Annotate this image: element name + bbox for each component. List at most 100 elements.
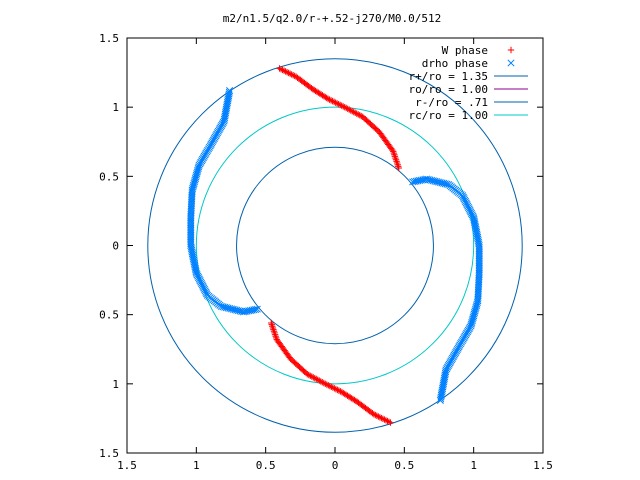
- x-tick-label: 1: [470, 459, 477, 472]
- drho-phase-point: [187, 228, 195, 236]
- drho-phase-point: [187, 233, 195, 241]
- w-phase-point: [337, 388, 344, 395]
- w-phase-point: [393, 159, 401, 167]
- x-tick-label: 0.5: [394, 459, 414, 472]
- w-phase-point: [336, 101, 344, 109]
- w-phase-point: [338, 388, 346, 396]
- drho-phase-point: [187, 226, 195, 234]
- w-phase-point: [335, 387, 343, 394]
- w-phase-point: [269, 324, 277, 332]
- w-phase-point: [313, 375, 320, 383]
- w-phase-point: [346, 106, 353, 113]
- y-tick-label: 1: [112, 378, 119, 391]
- w-phase-point: [329, 97, 336, 105]
- x-tick-label: 0: [332, 459, 339, 472]
- drho-phase-point: [475, 252, 483, 260]
- legend-marker-drho-phase: [507, 59, 515, 67]
- w-phase-point: [286, 70, 294, 77]
- w-phase-point: [279, 66, 286, 74]
- w-phase-point: [269, 323, 276, 330]
- legend-label-ro-ro-1-00: ro/ro = 1.00: [409, 83, 488, 96]
- x-tick-label: 1: [193, 459, 200, 472]
- w-phase-point: [341, 103, 348, 111]
- w-phase-point: [274, 337, 281, 345]
- w-phase-point: [283, 69, 291, 76]
- w-phase-point: [394, 161, 401, 168]
- y-tick-label: 1.5: [99, 447, 119, 460]
- drho-phase-point: [475, 264, 483, 272]
- drho-phase-point: [187, 222, 195, 231]
- w-phase-point: [395, 164, 402, 172]
- w-phase-point: [324, 95, 332, 103]
- w-phase-point: [320, 379, 327, 387]
- w-phase-point: [376, 414, 384, 421]
- w-phase-point: [379, 415, 387, 422]
- legend-label-rc-ro-1-00: rc/ro = 1.00: [409, 109, 488, 122]
- w-phase-point: [326, 96, 333, 103]
- w-phase-point: [329, 384, 337, 391]
- chart-title: m2/n1.5/q2.0/r-+.52-j270/M0.0/512: [223, 12, 442, 25]
- drho-phase-point: [475, 250, 483, 258]
- w-phase-point: [282, 68, 289, 75]
- w-phase-point: [335, 100, 342, 108]
- w-phase-point: [280, 67, 288, 74]
- drho-phase-point: [187, 216, 195, 224]
- w-phase-point: [333, 100, 341, 107]
- drho-phase-point: [187, 224, 195, 232]
- w-phase-point: [339, 103, 347, 110]
- drho-phase-point: [187, 214, 195, 222]
- w-phase-point: [343, 104, 350, 112]
- y-tick-label: 0: [112, 240, 119, 253]
- drho-phase-point: [475, 266, 483, 274]
- w-phase-point: [268, 319, 275, 327]
- drho-phase-point: [475, 248, 483, 256]
- drho-phase-point: [187, 235, 195, 243]
- drho-phase-point: [475, 260, 483, 269]
- legend-label-r-ro-1-35: r+/ro = 1.35: [409, 70, 488, 83]
- legend-label-w-phase: W phase: [442, 44, 488, 57]
- w-phase-point: [314, 376, 321, 383]
- drho-phase-point: [410, 177, 418, 186]
- w-phase-point: [288, 71, 295, 78]
- w-phase-point: [322, 380, 329, 388]
- w-phase-point: [344, 105, 351, 112]
- drho-phase-point: [409, 178, 417, 186]
- y-tick-label: 0.5: [99, 170, 119, 183]
- drho-phase-point: [475, 262, 483, 270]
- points-layer: [187, 65, 483, 426]
- w-phase-point: [349, 108, 356, 115]
- drho-phase-point: [187, 217, 195, 225]
- w-phase-point: [382, 417, 390, 424]
- w-phase-point: [270, 328, 278, 335]
- w-phase-point: [385, 418, 393, 426]
- y-tick-label: 1: [112, 101, 119, 114]
- drho-phase-point: [475, 254, 483, 262]
- w-phase-point: [270, 326, 277, 333]
- x-tick-label: 1.5: [533, 459, 553, 472]
- legend-label-r-ro-71: r-/ro = .71: [415, 96, 488, 109]
- w-phase-point: [326, 382, 334, 390]
- w-phase-point: [331, 385, 338, 392]
- w-phase-point: [391, 153, 399, 160]
- w-phase-point: [311, 374, 318, 382]
- drho-phase-point: [187, 236, 195, 244]
- w-phase-point: [325, 382, 332, 389]
- drho-phase-point: [187, 229, 195, 237]
- w-phase-point: [392, 154, 399, 162]
- legend-label-drho-phase: drho phase: [422, 57, 488, 70]
- drho-phase-point: [187, 221, 195, 229]
- drho-phase-point: [187, 231, 195, 239]
- drho-phase-point: [475, 257, 483, 265]
- w-phase-point: [285, 69, 292, 77]
- drho-phase-point: [475, 255, 483, 263]
- y-tick-label: 1.5: [99, 32, 119, 45]
- w-phase-point: [373, 412, 381, 419]
- w-phase-point: [352, 109, 359, 117]
- w-phase-point: [276, 65, 283, 72]
- w-phase-point: [277, 65, 285, 73]
- drho-phase-point: [187, 219, 195, 227]
- x-tick-label: 0.5: [256, 459, 276, 472]
- w-phase-point: [338, 102, 345, 109]
- w-phase-point: [332, 99, 339, 106]
